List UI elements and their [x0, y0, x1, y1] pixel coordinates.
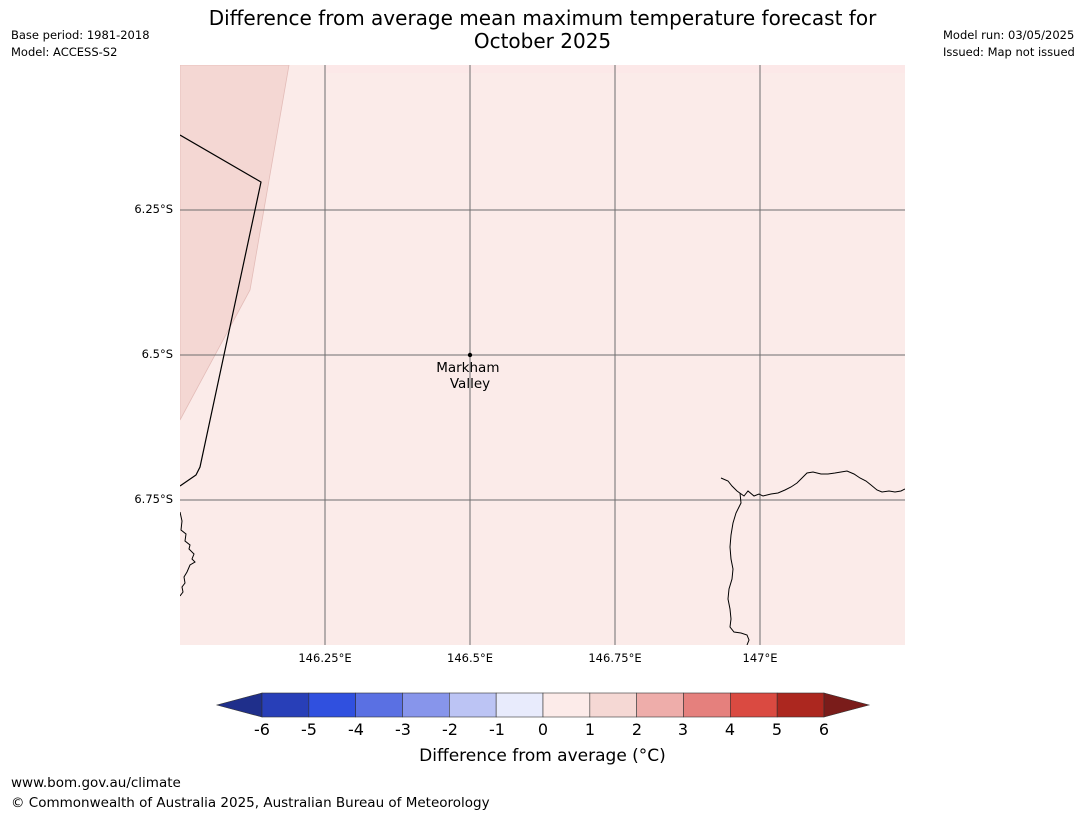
meta-right: Model run: 03/05/2025 Issued: Map not is… — [943, 27, 1075, 61]
colorbar-segment — [776, 692, 825, 718]
markham-valley-marker — [467, 352, 473, 358]
colorbar-tick: 2 — [631, 720, 643, 739]
region-boundary — [180, 134, 262, 487]
graticule — [180, 65, 905, 645]
colorbar-segment — [449, 692, 497, 718]
forecast-map: Markham Valley — [180, 65, 905, 645]
footer-url: www.bom.gov.au/climate — [11, 775, 181, 791]
colorbar-tick: 5 — [771, 720, 783, 739]
colorbar-segment — [402, 692, 450, 718]
colorbar-tick: 0 — [537, 720, 549, 739]
coastline-east — [720, 470, 905, 497]
colorbar-segment — [261, 692, 310, 718]
footer-copyright: © Commonwealth of Australia 2025, Austra… — [11, 795, 490, 811]
lon-label-147: 147°E — [742, 651, 778, 665]
colorbar-segment — [542, 692, 591, 718]
issued-text: Issued: Map not issued — [943, 45, 1075, 59]
colorbar — [215, 692, 871, 718]
colorbar-extend-low — [215, 692, 263, 718]
colorbar-tick: 6 — [818, 720, 830, 739]
lon-label-146-5: 146.5°E — [447, 651, 493, 665]
colorbar-tick: -4 — [348, 720, 364, 739]
coastline-river — [727, 492, 750, 645]
colorbar-title: Difference from average (°C) — [419, 746, 666, 766]
colorbar-tick: -1 — [489, 720, 505, 739]
colorbar-tick: -2 — [442, 720, 458, 739]
lat-label-6-75: 6.75°S — [134, 492, 173, 506]
colorbar-extend-high — [823, 692, 871, 718]
colorbar-tick: -6 — [254, 720, 270, 739]
meta-left: Base period: 1981-2018 Model: ACCESS-S2 — [11, 27, 150, 61]
base-period-text: Base period: 1981-2018 — [11, 28, 150, 42]
colorbar-segment — [636, 692, 684, 718]
colorbar-segment — [730, 692, 778, 718]
coastline-west — [180, 511, 196, 597]
model-text: Model: ACCESS-S2 — [11, 45, 118, 59]
colorbar-tick: 4 — [724, 720, 736, 739]
model-run-text: Model run: 03/05/2025 — [943, 28, 1075, 42]
lat-label-6-5: 6.5°S — [141, 347, 173, 361]
place-label: Markham Valley — [436, 360, 504, 392]
place-label-line1: Markham — [436, 360, 499, 376]
colorbar-segment — [589, 692, 637, 718]
colorbar-segment — [495, 692, 544, 718]
lon-label-146-75: 146.75°E — [588, 651, 642, 665]
colorbar-tick: -5 — [301, 720, 317, 739]
colorbar-tick: 1 — [584, 720, 596, 739]
colorbar-segment — [355, 692, 403, 718]
anomaly-fill-1-2 — [180, 65, 290, 421]
lon-label-146-25: 146.25°E — [298, 651, 352, 665]
map-title: Difference from average mean maximum tem… — [208, 6, 877, 53]
lat-label-6-25: 6.25°S — [134, 202, 173, 216]
colorbar-segment — [683, 692, 731, 718]
colorbar-tick: -3 — [395, 720, 411, 739]
place-label-line2: Valley — [450, 376, 490, 392]
colorbar-tick: 3 — [677, 720, 689, 739]
colorbar-segment — [308, 692, 356, 718]
